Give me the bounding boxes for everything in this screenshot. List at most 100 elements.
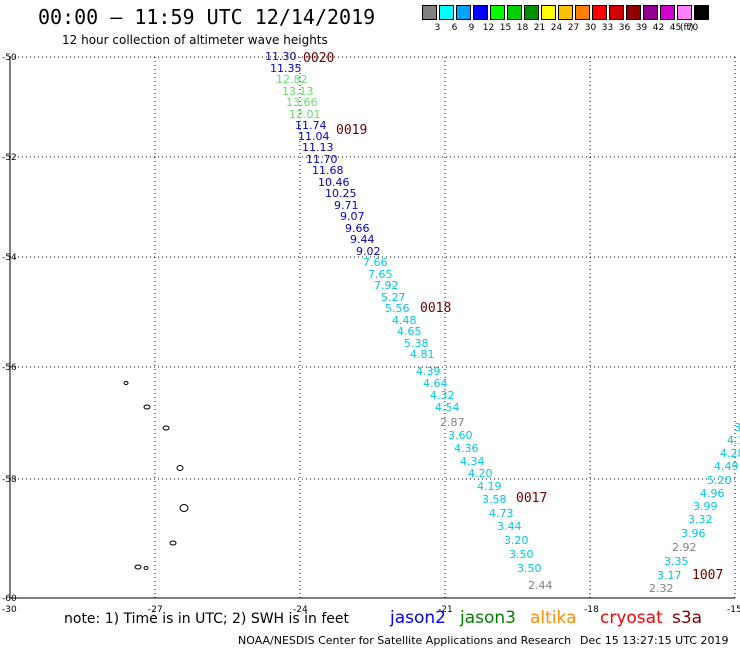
wave-height-value: 11.30 — [265, 50, 297, 63]
satellite-name: altika — [530, 608, 577, 628]
legend-swatch-label: 24 — [550, 23, 563, 33]
latitude-label: -56 — [2, 363, 17, 373]
wave-height-value: 3.32 — [688, 513, 713, 526]
wave-height-value: 2.92 — [672, 541, 697, 554]
legend-swatch — [524, 5, 539, 20]
time-tag: 0017 — [516, 491, 547, 506]
wave-height-value: 13.66 — [286, 96, 318, 109]
wave-height-value: 4.28 — [720, 447, 740, 460]
legend-swatch-label: 27 — [567, 23, 580, 33]
wave-height-value: 3.50 — [517, 562, 542, 575]
latitude-label: -50 — [2, 53, 17, 63]
wave-height-value: 13.13 — [282, 85, 314, 98]
wave-height-value: 4.54 — [435, 401, 460, 414]
wave-height-value: 10.46 — [318, 176, 350, 189]
legend-swatch — [507, 5, 522, 20]
legend-swatch — [677, 5, 692, 20]
wave-height-value: 3. — [734, 421, 740, 434]
legend-swatch-label: 70 — [686, 23, 699, 33]
time-tag: 0018 — [420, 301, 451, 316]
satellite-name: cryosat — [600, 608, 663, 628]
wave-height-value: 4.48 — [392, 314, 417, 327]
satellite-name: jason2 — [390, 608, 446, 628]
legend-swatch — [558, 5, 573, 20]
wave-track-b: 3.4.14.284.495.204.963.993.323.962.923.3… — [649, 421, 740, 595]
wave-height-value: 4.96 — [700, 487, 725, 500]
wave-height-value: 11.68 — [312, 164, 344, 177]
satellite-name: jason3 — [460, 608, 516, 628]
wave-height-value: 11.74 — [295, 119, 327, 132]
wave-height-value: 11.04 — [298, 130, 330, 143]
latitude-labels: -50 -52 -54 -56 -58 -60 — [2, 53, 17, 604]
wave-height-value: 3.35 — [664, 555, 689, 568]
legend-swatch — [609, 5, 624, 20]
wave-height-value: 9.44 — [350, 233, 375, 246]
longitude-label: -24 — [293, 605, 308, 615]
wave-height-value: 3.20 — [504, 534, 529, 547]
wave-height-value: 11.13 — [302, 141, 334, 154]
legend-swatch — [473, 5, 488, 20]
wave-height-value: 4.19 — [477, 480, 502, 493]
credit-line: NOAA/NESDIS Center for Satellite Applica… — [238, 634, 572, 647]
units-note: note: 1) Time is in UTC; 2) SWH is in fe… — [64, 611, 350, 627]
island-outline — [134, 564, 142, 570]
wave-height-value: 4.1 — [727, 434, 740, 447]
legend-swatch-label: 33 — [601, 23, 614, 33]
wave-height-value: 4.65 — [397, 325, 422, 338]
wave-height-value: 5.56 — [385, 302, 410, 315]
latitude-label: -52 — [2, 153, 17, 163]
legend-swatch-label: 15 — [499, 23, 512, 33]
latitude-label: -60 — [2, 594, 17, 604]
legend-swatch-label: 45 — [669, 23, 682, 33]
legend-swatch-label: 9 — [468, 23, 475, 33]
time-tag: 0020 — [303, 51, 334, 66]
legend-swatch-label: 3 — [434, 23, 441, 33]
map-title: 00:00 – 11:59 UTC 12/14/2019 — [38, 5, 376, 29]
legend-unit: (ft) — [680, 23, 694, 33]
wave-height-value: 3.60 — [448, 429, 473, 442]
time-tag: 0019 — [336, 123, 367, 138]
island-outline — [179, 504, 189, 512]
legend-swatch-label: 12 — [482, 23, 495, 33]
island-outline — [162, 425, 170, 431]
wave-height-value: 5.27 — [381, 291, 406, 304]
satellite-name: s3a — [672, 608, 703, 628]
wave-track-a: 11.3011.3512.8213.1313.6612.0111.7411.04… — [265, 50, 553, 592]
wave-height-value: 4.39 — [416, 365, 441, 378]
legend-swatch-label: 36 — [618, 23, 631, 33]
wave-height-value: 4.64 — [423, 377, 448, 390]
legend-swatch — [422, 5, 437, 20]
legend-swatch-label: 39 — [635, 23, 648, 33]
wave-height-value: 4.36 — [454, 442, 479, 455]
longitude-label: -27 — [148, 605, 163, 615]
longitude-label: -30 — [2, 605, 17, 615]
legend-swatch — [592, 5, 607, 20]
wave-height-value: 3.96 — [681, 527, 706, 540]
legend-swatch — [575, 5, 590, 20]
legend-swatch — [694, 5, 709, 20]
wave-height-value: 11.35 — [270, 62, 302, 75]
island-outline — [169, 540, 177, 546]
wave-height-value: 9.66 — [345, 222, 370, 235]
wave-height-value: 4.20 — [468, 467, 493, 480]
wave-height-value: 11.70 — [306, 153, 338, 166]
latitude-label: -54 — [2, 253, 17, 263]
wave-height-value: 4.32 — [430, 389, 455, 402]
legend-swatch-label: 6 — [451, 23, 458, 33]
wave-height-value: 2.44 — [528, 579, 553, 592]
longitude-label: -15 — [727, 605, 740, 615]
legend-swatch — [439, 5, 454, 20]
wave-height-value: 4.73 — [489, 507, 514, 520]
legend-swatch — [626, 5, 641, 20]
legend-swatch — [643, 5, 658, 20]
wave-height-value: 5.38 — [404, 337, 429, 350]
wave-height-value: 9.07 — [340, 210, 365, 223]
wave-height-value: 4.49 — [714, 460, 739, 473]
legend-swatch-label: 18 — [516, 23, 529, 33]
wave-height-value: 2.32 — [649, 582, 674, 595]
island-outline — [143, 404, 151, 410]
longitude-label: -21 — [438, 605, 453, 615]
wave-height-value: 5.20 — [707, 474, 732, 487]
wave-height-value: 7.92 — [374, 279, 399, 292]
longitude-labels: -30 -27 -24 -21 -18 -15 — [2, 605, 740, 615]
